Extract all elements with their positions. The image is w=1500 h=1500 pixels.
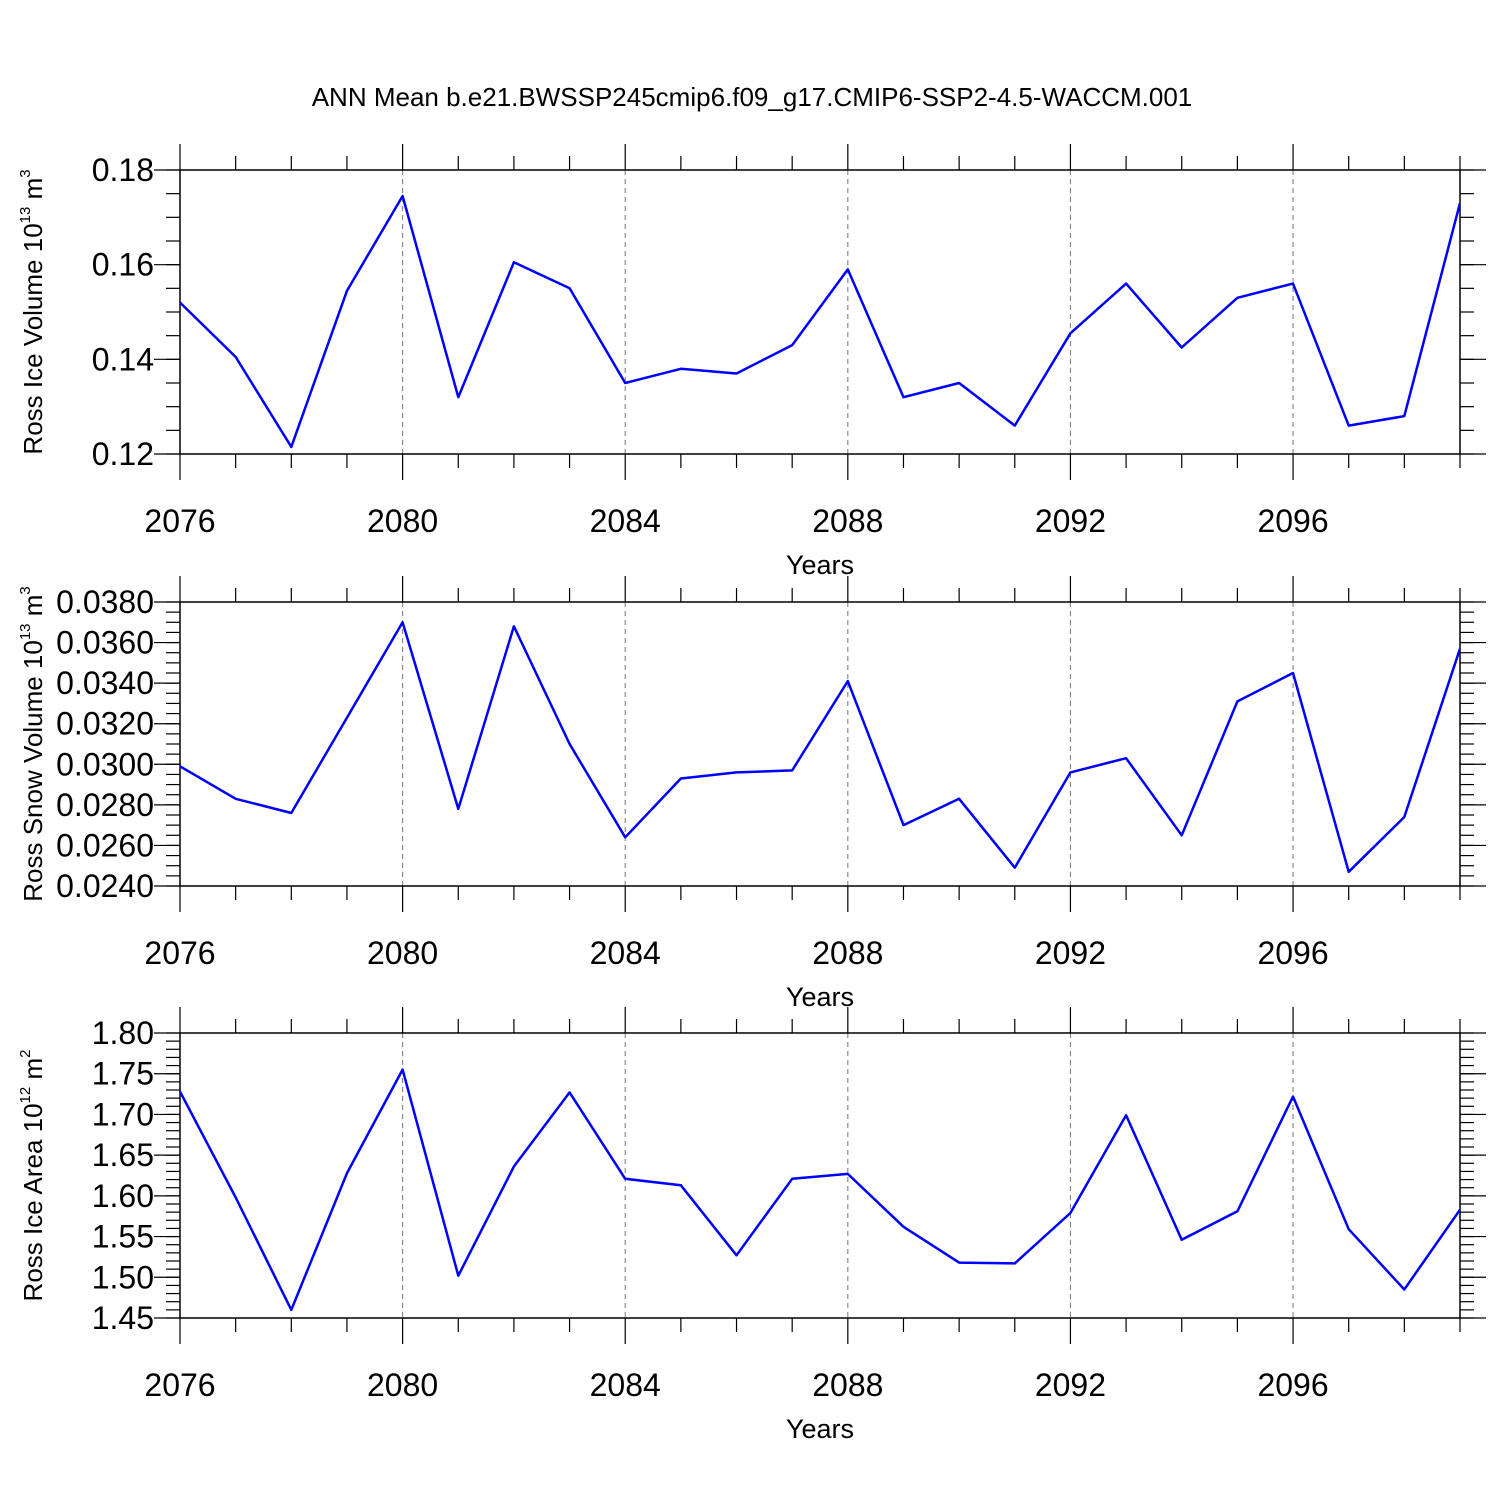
x-tick-label: 2076 bbox=[144, 1367, 215, 1403]
y-tick-label: 0.0260 bbox=[56, 827, 154, 863]
x-axis-label: Years bbox=[786, 550, 854, 580]
x-tick-label: 2084 bbox=[590, 503, 661, 539]
panels: 0.12 0.14 0.16 0.18 2076 2080 2084 2088 2092 2096… bbox=[17, 144, 1486, 1444]
panel-2: 0.0240 0.0260 0.0280 0.0300 0.0320 0.0340 0.03… bbox=[17, 576, 1486, 1012]
y-tick-label: 1.65 bbox=[92, 1137, 154, 1173]
y-tick-label: 0.0380 bbox=[56, 584, 154, 620]
y-tick-label: 0.0360 bbox=[56, 625, 154, 661]
x-tick-label: 2096 bbox=[1257, 503, 1328, 539]
plot-frame bbox=[179, 1032, 1461, 1319]
y-tick-label: 0.0340 bbox=[56, 665, 154, 701]
panel-3: 1.45 1.50 1.55 1.60 1.65 1.70 1.75 1.80 2076 2080… bbox=[17, 1007, 1486, 1444]
y-tick-label: 1.50 bbox=[92, 1259, 154, 1295]
x-tick-label: 2088 bbox=[812, 935, 883, 971]
series-line-ross-ice-area bbox=[180, 1068, 1460, 1312]
x-axis-label: Years bbox=[786, 982, 854, 1012]
y-tick-label: 0.0240 bbox=[56, 868, 154, 904]
panel-1: 0.12 0.14 0.16 0.18 2076 2080 2084 2088 2092 2096… bbox=[17, 144, 1486, 580]
x-tick-label: 2084 bbox=[590, 935, 661, 971]
x-tick-label: 2092 bbox=[1035, 935, 1106, 971]
y-axis-label: Ross Snow Volume 1013 m3 bbox=[17, 586, 48, 902]
y-tick-label: 0.12 bbox=[92, 436, 154, 472]
y-tick-label: 0.18 bbox=[92, 152, 154, 188]
y-tick-label: 1.75 bbox=[92, 1056, 154, 1092]
y-axis-label: Ross Ice Volume 1013 m3 bbox=[17, 169, 48, 454]
series-line-ross-snow-volume bbox=[180, 621, 1460, 874]
y-tick-label: 1.70 bbox=[92, 1096, 154, 1132]
x-tick-label: 2088 bbox=[812, 503, 883, 539]
x-tick-label: 2092 bbox=[1035, 503, 1106, 539]
y-tick-label: 0.0280 bbox=[56, 787, 154, 823]
x-tick-label: 2088 bbox=[812, 1367, 883, 1403]
figure-title: ANN Mean b.e21.BWSSP245cmip6.f09_g17.CMI… bbox=[312, 82, 1193, 112]
x-tick-label: 2080 bbox=[367, 503, 438, 539]
x-tick-label: 2076 bbox=[144, 935, 215, 971]
y-tick-label: 1.60 bbox=[92, 1178, 154, 1214]
x-axis-label: Years bbox=[786, 1414, 854, 1444]
y-tick-label: 1.45 bbox=[92, 1300, 154, 1336]
y-tick-label: 0.0320 bbox=[56, 706, 154, 742]
y-tick-label: 0.14 bbox=[92, 341, 154, 377]
x-tick-label: 2096 bbox=[1257, 935, 1328, 971]
plot-frame bbox=[179, 169, 1461, 455]
x-tick-label: 2080 bbox=[367, 935, 438, 971]
x-tick-label: 2096 bbox=[1257, 1367, 1328, 1403]
series-line-ross-ice-volume bbox=[180, 194, 1460, 449]
y-tick-label: 1.55 bbox=[92, 1219, 154, 1255]
y-axis-label: Ross Ice Area 1012 m2 bbox=[17, 1050, 48, 1302]
x-tick-label: 2092 bbox=[1035, 1367, 1106, 1403]
y-tick-label: 0.0300 bbox=[56, 746, 154, 782]
x-tick-label: 2080 bbox=[367, 1367, 438, 1403]
y-tick-label: 0.16 bbox=[92, 247, 154, 283]
y-tick-label: 1.80 bbox=[92, 1015, 154, 1051]
x-tick-label: 2076 bbox=[144, 503, 215, 539]
x-tick-label: 2084 bbox=[590, 1367, 661, 1403]
plot-frame bbox=[179, 601, 1461, 887]
